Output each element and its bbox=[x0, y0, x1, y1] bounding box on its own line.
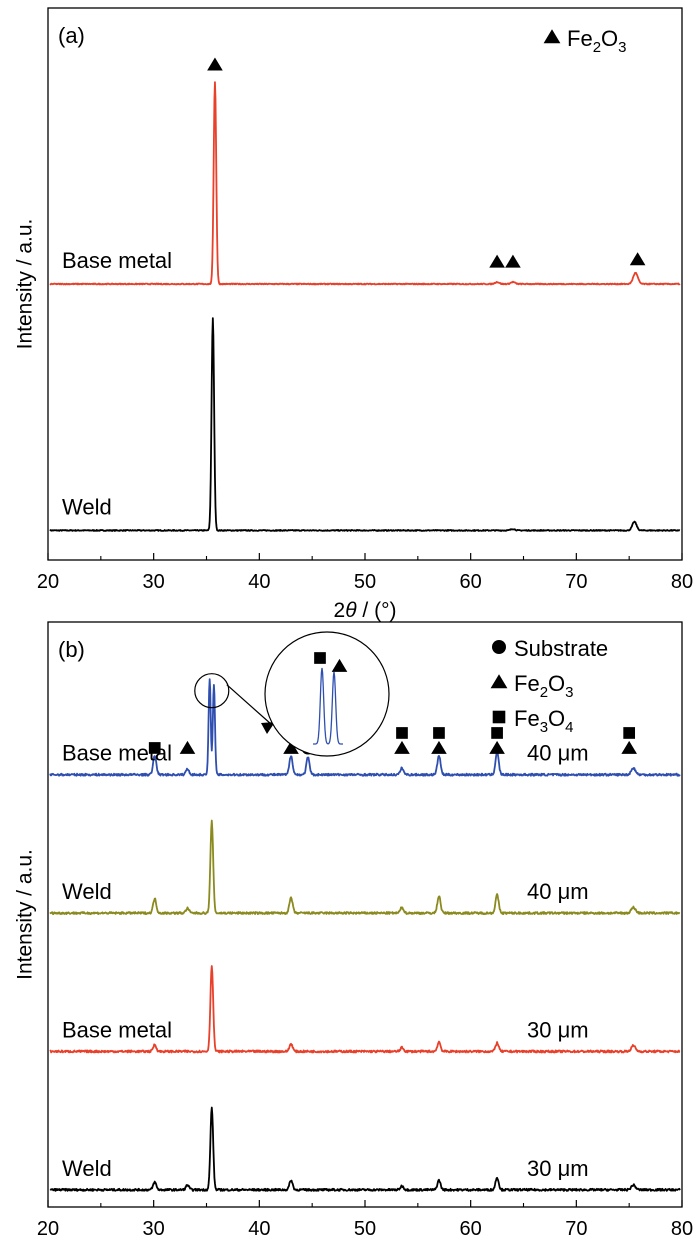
series-line-weld bbox=[49, 317, 681, 532]
fe3o4-marker bbox=[491, 727, 503, 739]
legend-square-icon bbox=[492, 710, 506, 724]
zoom-arrow-head bbox=[261, 722, 275, 734]
x-tick-label: 60 bbox=[460, 1218, 482, 1240]
series-name-label: Weld bbox=[62, 494, 112, 519]
fe3o4-marker bbox=[314, 652, 326, 664]
series-name-label: Base metal bbox=[62, 248, 172, 273]
legend-label: Fe bbox=[514, 706, 540, 731]
series-line-base-metal-40 bbox=[49, 678, 681, 777]
zoom-inset-series-line bbox=[313, 667, 343, 745]
legend-label: O bbox=[548, 706, 565, 731]
legend-triangle-icon bbox=[490, 674, 508, 689]
zoom-source-circle bbox=[194, 673, 230, 709]
y-axis-label: Intensity / a.u. bbox=[14, 219, 37, 350]
x-tick-label: 60 bbox=[460, 571, 482, 593]
legend-subscript: 3 bbox=[618, 39, 626, 56]
legend-subscript: 2 bbox=[593, 39, 601, 56]
fe2o3-marker bbox=[394, 740, 410, 754]
series-name-label: Weld bbox=[62, 1156, 112, 1181]
legend-triangle-icon bbox=[543, 29, 561, 44]
x-tick-label: 80 bbox=[671, 571, 693, 593]
series-name-label: Weld bbox=[62, 879, 112, 904]
fe2o3-marker bbox=[283, 740, 299, 754]
fe3o4-marker bbox=[433, 727, 445, 739]
fe3o4-marker bbox=[148, 742, 161, 754]
legend-entry: Fe3O4 bbox=[514, 706, 574, 736]
x-axis-label: 2θ / (°) bbox=[334, 599, 397, 622]
x-axis-label-unit: / (°) bbox=[357, 599, 397, 622]
legend-subscript: 4 bbox=[565, 719, 573, 736]
legend-label: Fe bbox=[514, 671, 540, 696]
thickness-label: 40 μm bbox=[527, 741, 589, 766]
series-line-base-metal-30 bbox=[49, 965, 681, 1054]
fe3o4-marker bbox=[396, 727, 408, 739]
x-tick-label: 30 bbox=[143, 1218, 165, 1240]
legend-subscript: 3 bbox=[540, 719, 548, 736]
y-axis-label: Intensity / a.u. bbox=[14, 849, 37, 980]
legend-label: O bbox=[548, 671, 565, 696]
fe2o3-marker bbox=[489, 254, 505, 268]
x-axis-label-symbol: θ bbox=[345, 599, 357, 622]
x-tick-label: 70 bbox=[565, 571, 587, 593]
fe2o3-marker bbox=[621, 740, 637, 754]
fe2o3-marker bbox=[207, 57, 223, 71]
thickness-label: 40 μm bbox=[527, 879, 589, 904]
x-tick-label: 20 bbox=[37, 571, 59, 593]
x-tick-label: 70 bbox=[565, 1218, 587, 1240]
legend-entry: Fe2O3 bbox=[514, 671, 574, 701]
legend-subscript: 2 bbox=[540, 684, 548, 701]
fe2o3-marker bbox=[629, 252, 646, 266]
x-tick-label: 20 bbox=[37, 1218, 59, 1240]
x-tick-label: 80 bbox=[671, 1218, 693, 1240]
series-name-label: Base metal bbox=[62, 1017, 172, 1042]
fe3o4-marker bbox=[623, 727, 636, 739]
x-axis-label-prefix: 2 bbox=[334, 599, 346, 622]
series-line-weld-40 bbox=[49, 819, 681, 916]
series-line-weld-30 bbox=[49, 1106, 681, 1192]
thickness-label: 30 μm bbox=[527, 1156, 589, 1181]
zoom-arrow-line bbox=[226, 684, 272, 725]
legend-subscript: 3 bbox=[565, 684, 573, 701]
fe2o3-marker bbox=[505, 254, 521, 268]
thickness-label: 30 μm bbox=[527, 1017, 589, 1042]
x-tick-label: 50 bbox=[354, 571, 376, 593]
legend-label: Fe bbox=[567, 26, 593, 51]
fe2o3-marker bbox=[179, 740, 196, 754]
x-tick-label: 40 bbox=[248, 571, 270, 593]
fe2o3-marker bbox=[331, 658, 348, 672]
panel-label: (b) bbox=[58, 637, 85, 662]
legend-entry: Substrate bbox=[514, 636, 608, 661]
fe2o3-marker bbox=[489, 740, 505, 754]
legend-circle-icon bbox=[492, 640, 506, 654]
x-tick-label: 50 bbox=[354, 1218, 376, 1240]
x-tick-label: 30 bbox=[143, 571, 165, 593]
x-tick-label: 40 bbox=[248, 1218, 270, 1240]
fe2o3-marker bbox=[431, 740, 447, 754]
series-line-base-metal bbox=[49, 81, 681, 286]
legend-label: Substrate bbox=[514, 636, 608, 661]
zoom-inset-circle bbox=[264, 631, 390, 757]
panel-label: (a) bbox=[58, 23, 85, 48]
legend-entry: Fe2O3 bbox=[567, 26, 627, 56]
legend-label: O bbox=[601, 26, 618, 51]
